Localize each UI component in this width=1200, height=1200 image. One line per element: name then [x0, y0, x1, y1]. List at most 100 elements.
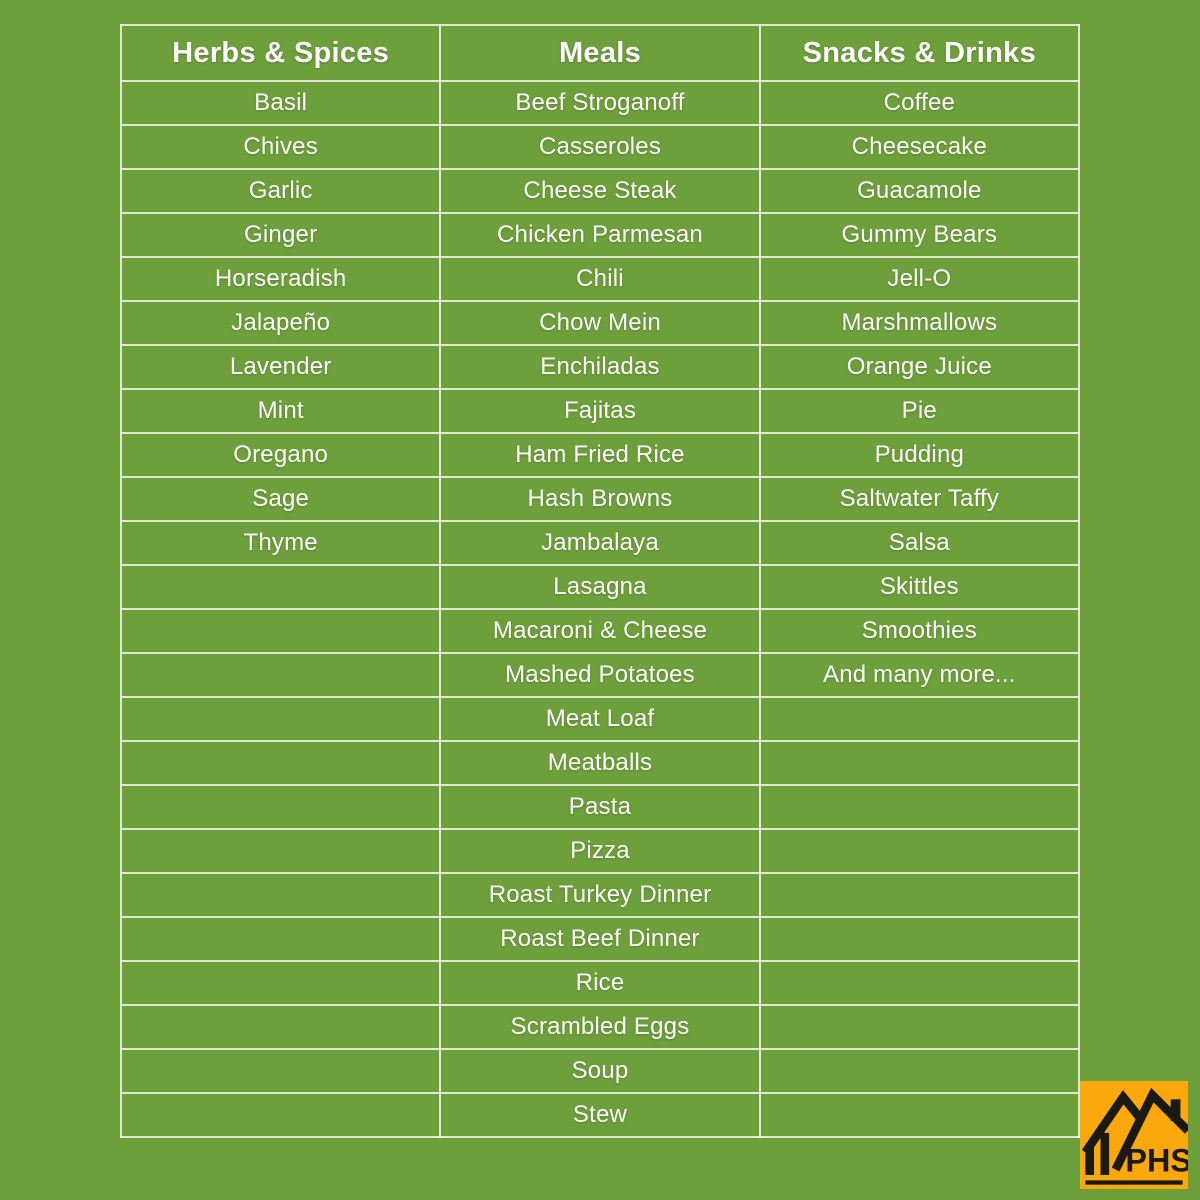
table-cell: Lasagna [439, 564, 761, 610]
table-cell: Chow Mein [439, 300, 761, 346]
table-cell: Meatballs [439, 740, 761, 786]
table-cell: Smoothies [758, 608, 1081, 654]
table-cell [758, 696, 1081, 742]
header-row: Herbs & Spices Meals Snacks & Drinks [119, 24, 1081, 82]
table-cell: Saltwater Taffy [758, 476, 1081, 522]
food-categories-table: Herbs & Spices Meals Snacks & Drinks Basil… [119, 24, 1081, 1138]
table-row: Soup [119, 1048, 1081, 1094]
table-cell [119, 740, 442, 786]
table-cell: Roast Turkey Dinner [439, 872, 761, 918]
table-cell: Chili [439, 256, 761, 302]
table-cell: Chicken Parmesan [439, 212, 761, 258]
table-row: Stew [119, 1092, 1081, 1138]
table-cell: Marshmallows [758, 300, 1081, 346]
table-cell: Beef Stroganoff [439, 80, 761, 126]
table-cell: Guacamole [758, 168, 1081, 214]
table-cell [758, 740, 1081, 786]
table-cell [119, 1048, 442, 1094]
table-row: Chives Casseroles Cheesecake [119, 124, 1081, 170]
table-body: Basil Beef Stroganoff Coffee Chives Casserol… [119, 80, 1081, 1138]
table-cell [119, 1092, 442, 1138]
table-cell [758, 960, 1081, 1006]
table-cell [119, 564, 442, 610]
table-header-row: Herbs & Spices Meals Snacks & Drinks [119, 24, 1081, 82]
logo-text: PHS [1125, 1143, 1188, 1179]
table-row: Jalapeño Chow Mein Marshmallows [119, 300, 1081, 346]
table-cell: Scrambled Eggs [439, 1004, 761, 1050]
house-icon: PHS [1081, 1087, 1188, 1185]
table-row: Thyme Jambalaya Salsa [119, 520, 1081, 566]
table-cell [119, 652, 442, 698]
table-cell [758, 872, 1081, 918]
table-cell [119, 960, 442, 1006]
table-cell: Cheese Steak [439, 168, 761, 214]
table-cell [758, 1092, 1081, 1138]
table-cell [758, 784, 1081, 830]
table-cell [758, 1004, 1081, 1050]
table-cell: Chives [119, 124, 442, 170]
table-cell: Ginger [119, 212, 442, 258]
table-cell [119, 872, 442, 918]
table-cell: Gummy Bears [758, 212, 1081, 258]
table-row: Basil Beef Stroganoff Coffee [119, 80, 1081, 126]
table-cell: Fajitas [439, 388, 761, 434]
table-row: Garlic Cheese Steak Guacamole [119, 168, 1081, 214]
table-cell [119, 696, 442, 742]
table-cell: Mint [119, 388, 442, 434]
table-cell: Salsa [758, 520, 1081, 566]
table-cell: Rice [439, 960, 761, 1006]
table-cell [119, 1004, 442, 1050]
table-cell [758, 916, 1081, 962]
table-cell: Jalapeño [119, 300, 442, 346]
table-row: Meat Loaf [119, 696, 1081, 742]
table-row: Roast Beef Dinner [119, 916, 1081, 962]
table-row: Pasta [119, 784, 1081, 830]
table-cell: Hash Browns [439, 476, 761, 522]
table-cell: Basil [119, 80, 442, 126]
table-row: Lasagna Skittles [119, 564, 1081, 610]
table-cell [758, 1048, 1081, 1094]
table-cell: Jambalaya [439, 520, 761, 566]
table-row: Scrambled Eggs [119, 1004, 1081, 1050]
table-cell: Mashed Potatoes [439, 652, 761, 698]
table-cell: Casseroles [439, 124, 761, 170]
table-row: Pizza [119, 828, 1081, 874]
table-cell [119, 784, 442, 830]
table-cell: Macaroni & Cheese [439, 608, 761, 654]
table-row: Mashed Potatoes And many more... [119, 652, 1081, 698]
table-cell: Ham Fried Rice [439, 432, 761, 478]
table-row: Rice [119, 960, 1081, 1006]
table-row: Roast Turkey Dinner [119, 872, 1081, 918]
table-cell: Skittles [758, 564, 1081, 610]
column-header-snacks-drinks: Snacks & Drinks [758, 24, 1081, 82]
column-header-meals: Meals [439, 24, 761, 82]
phs-logo: PHS [1080, 1081, 1188, 1189]
table-cell [119, 828, 442, 874]
logo-underline [1085, 1180, 1183, 1185]
table-cell: Orange Juice [758, 344, 1081, 390]
table-cell: Lavender [119, 344, 442, 390]
table-cell: Cheesecake [758, 124, 1081, 170]
table-cell: Soup [439, 1048, 761, 1094]
table-cell: And many more... [758, 652, 1081, 698]
table-cell: Jell-O [758, 256, 1081, 302]
table-cell: Oregano [119, 432, 442, 478]
table-cell: Pasta [439, 784, 761, 830]
table-cell: Garlic [119, 168, 442, 214]
table-cell: Pie [758, 388, 1081, 434]
table-cell: Sage [119, 476, 442, 522]
column-header-herbs-spices: Herbs & Spices [119, 24, 442, 82]
table-cell [758, 828, 1081, 874]
table-row: Lavender Enchiladas Orange Juice [119, 344, 1081, 390]
table-cell: Roast Beef Dinner [439, 916, 761, 962]
table-cell [119, 916, 442, 962]
table-cell: Enchiladas [439, 344, 761, 390]
table-cell [119, 608, 442, 654]
table-cell: Stew [439, 1092, 761, 1138]
table-row: Mint Fajitas Pie [119, 388, 1081, 434]
table-row: Oregano Ham Fried Rice Pudding [119, 432, 1081, 478]
table-cell: Pudding [758, 432, 1081, 478]
table-cell: Horseradish [119, 256, 442, 302]
table-cell: Coffee [758, 80, 1081, 126]
table-cell: Thyme [119, 520, 442, 566]
